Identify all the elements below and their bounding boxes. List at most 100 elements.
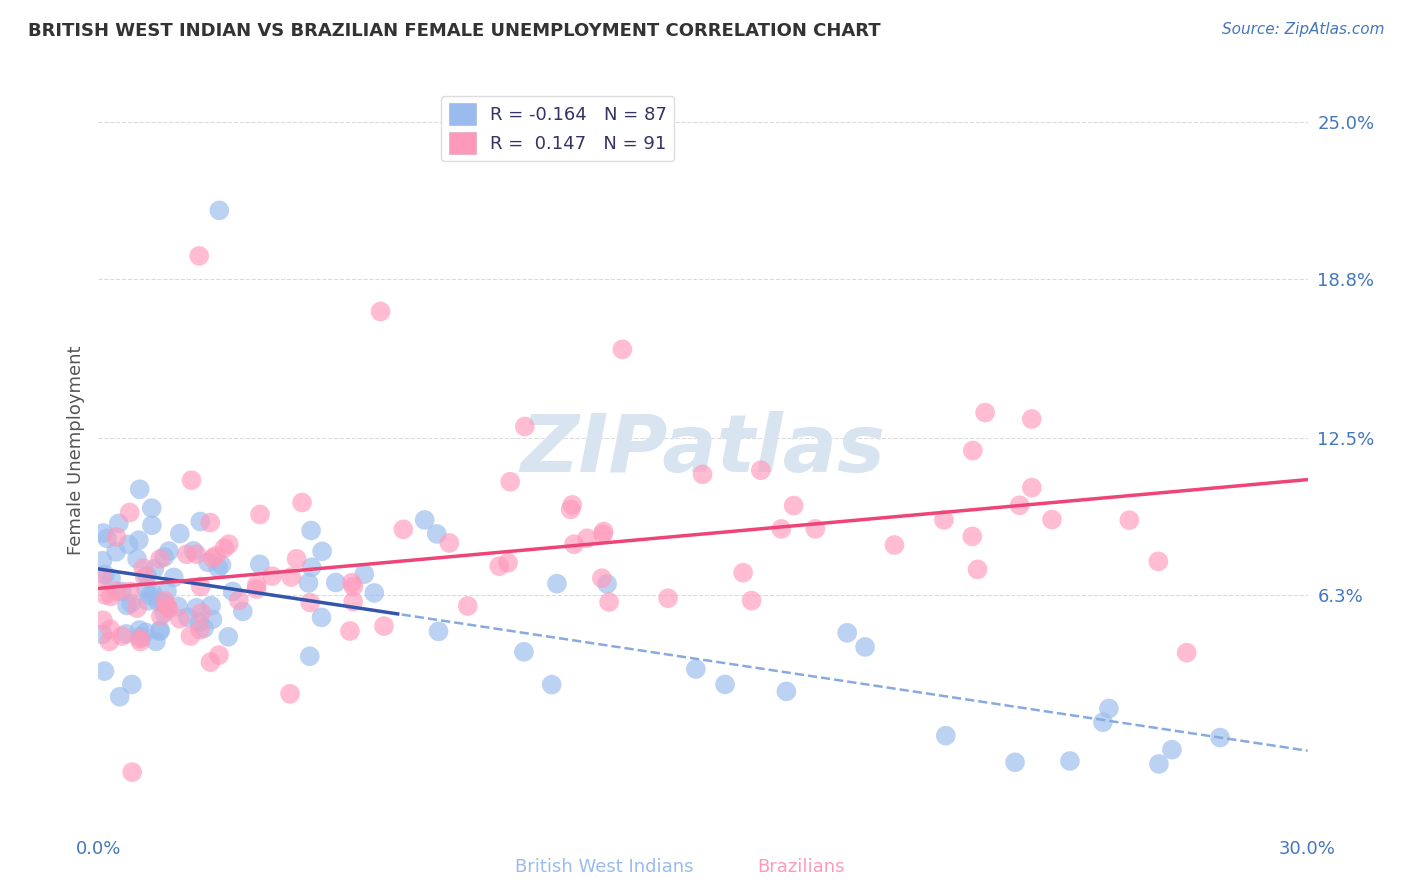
Point	[426, 527, 449, 541]
Point	[138, 589, 160, 603]
Point	[91, 570, 114, 584]
Point	[297, 576, 319, 591]
Point	[966, 562, 988, 576]
Point	[180, 473, 202, 487]
Point	[141, 501, 163, 516]
Point	[200, 655, 222, 669]
Point	[208, 203, 231, 218]
Point	[285, 551, 308, 566]
Point	[499, 475, 522, 489]
Point	[353, 567, 375, 582]
Point	[186, 547, 208, 561]
Point	[249, 508, 271, 522]
Point	[291, 495, 314, 509]
Point	[804, 522, 827, 536]
Point	[1147, 554, 1170, 568]
Point	[115, 599, 138, 613]
Point	[135, 625, 157, 640]
Point	[280, 570, 302, 584]
Point	[214, 541, 236, 555]
Point	[340, 575, 363, 590]
Point	[156, 584, 179, 599]
Point	[1004, 756, 1026, 770]
Point	[935, 729, 957, 743]
Point	[1209, 731, 1232, 745]
Point	[186, 600, 208, 615]
Point	[299, 596, 322, 610]
Point	[311, 544, 333, 558]
Point	[1021, 412, 1043, 426]
Point	[1147, 756, 1170, 771]
Point	[232, 604, 254, 618]
Text: Source: ZipAtlas.com: Source: ZipAtlas.com	[1222, 22, 1385, 37]
Point	[228, 593, 250, 607]
Point	[598, 595, 620, 609]
Point	[207, 561, 229, 575]
Point	[932, 513, 955, 527]
Point	[183, 544, 205, 558]
Point	[749, 463, 772, 477]
Point	[149, 609, 172, 624]
Point	[91, 627, 114, 641]
Point	[612, 343, 634, 357]
Point	[496, 556, 519, 570]
Point	[837, 625, 859, 640]
Point	[128, 482, 150, 496]
Point	[591, 571, 613, 585]
Point	[143, 562, 166, 576]
Point	[163, 570, 186, 584]
Point	[142, 587, 165, 601]
Text: Brazilians: Brazilians	[758, 858, 845, 876]
Point	[249, 558, 271, 572]
Point	[93, 664, 115, 678]
Point	[685, 662, 707, 676]
Point	[488, 559, 510, 574]
Point	[962, 443, 984, 458]
Point	[190, 606, 212, 620]
Point	[513, 419, 536, 434]
Point	[363, 586, 385, 600]
Point	[153, 596, 176, 610]
Point	[540, 678, 562, 692]
Point	[188, 623, 211, 637]
Point	[188, 615, 211, 630]
Point	[188, 249, 211, 263]
Point	[128, 623, 150, 637]
Point	[1175, 646, 1198, 660]
Point	[692, 467, 714, 482]
Point	[311, 610, 333, 624]
Point	[373, 619, 395, 633]
Point	[98, 622, 121, 636]
Point	[100, 572, 122, 586]
Point	[136, 594, 159, 608]
Point	[246, 578, 269, 592]
Point	[120, 596, 142, 610]
Point	[562, 537, 585, 551]
Point	[145, 634, 167, 648]
Point	[169, 526, 191, 541]
Point	[115, 627, 138, 641]
Point	[129, 632, 152, 646]
Y-axis label: Female Unemployment: Female Unemployment	[66, 346, 84, 555]
Point	[201, 612, 224, 626]
Point	[107, 516, 129, 531]
Point	[439, 536, 461, 550]
Point	[208, 648, 231, 662]
Point	[179, 629, 201, 643]
Point	[546, 576, 568, 591]
Point	[325, 575, 347, 590]
Point	[105, 545, 128, 559]
Point	[513, 645, 536, 659]
Point	[91, 526, 114, 541]
Point	[1118, 513, 1140, 527]
Point	[576, 531, 599, 545]
Point	[135, 582, 157, 596]
Point	[148, 594, 170, 608]
Point	[125, 552, 148, 566]
Point	[94, 588, 117, 602]
Point	[370, 304, 392, 318]
Point	[299, 524, 322, 538]
Point	[129, 630, 152, 644]
Point	[91, 554, 114, 568]
Point	[193, 621, 215, 635]
